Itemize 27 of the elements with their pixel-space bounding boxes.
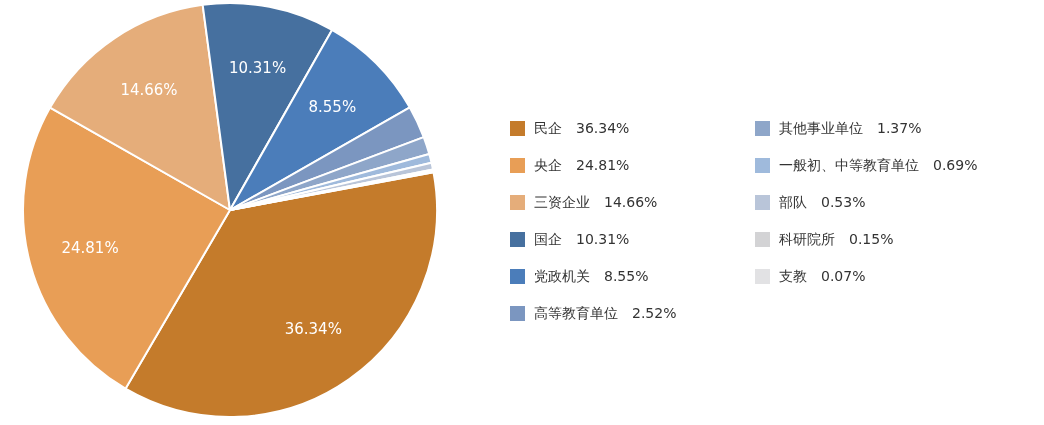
legend-label: 一般初、中等教育单位	[779, 157, 919, 173]
legend-label: 央企	[534, 157, 562, 173]
text: 36.34%	[576, 120, 630, 136]
legend-label: 高等教育单位	[534, 305, 618, 321]
legend-label: 科研院所	[779, 231, 835, 247]
legend-label: 民企	[534, 120, 562, 136]
data-label: 36.34%	[284, 319, 342, 338]
legend-label: 部队	[779, 194, 807, 210]
data-label: 14.66%	[120, 80, 178, 99]
legend-label: 其他事业单位	[779, 120, 863, 136]
text: 8.55%	[604, 268, 649, 284]
data-label: 8.55%	[308, 98, 357, 117]
text: 24.81%	[576, 157, 630, 173]
data-label: 0.53%	[821, 194, 866, 210]
legend-label: 三资企业	[534, 194, 590, 210]
legend-label: 支教	[779, 268, 807, 284]
legend-label: 党政机关	[534, 268, 590, 284]
data-label: 0.69%	[933, 157, 978, 173]
text: 14.66%	[604, 194, 658, 210]
legend-label: 国企	[534, 231, 562, 247]
text: 10.31%	[576, 231, 630, 247]
data-label: 2.52%	[632, 305, 677, 321]
data-label: 0.15%	[849, 231, 894, 247]
data-label: 0.07%	[821, 268, 866, 284]
data-label: 24.81%	[61, 238, 119, 257]
data-label: 1.37%	[877, 120, 922, 136]
data-label: 10.31%	[228, 58, 287, 77]
